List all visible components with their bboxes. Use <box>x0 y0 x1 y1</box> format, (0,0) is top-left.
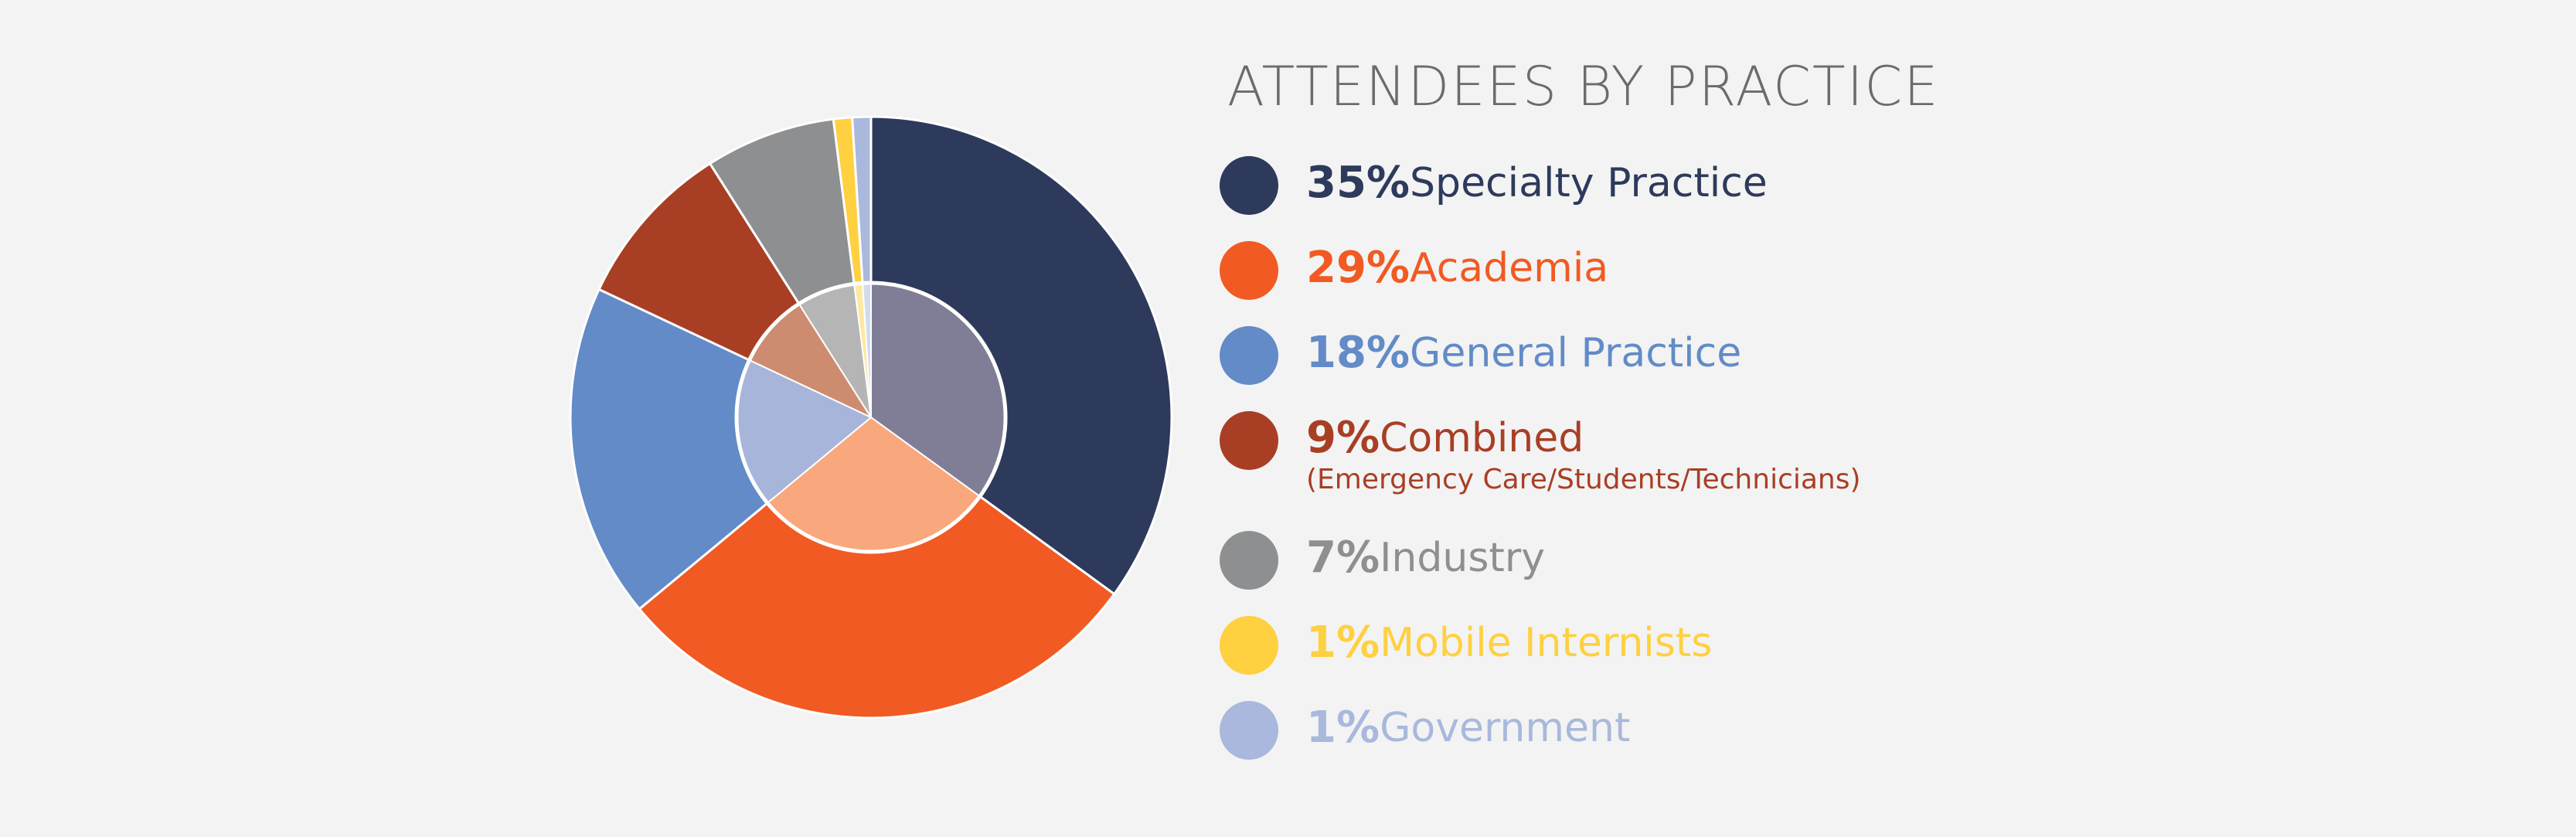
legend-value: 9% <box>1306 413 1380 463</box>
legend-entry: 7%Industry <box>1306 532 1545 583</box>
legend-value: 18% <box>1306 328 1410 378</box>
legend-note: (Emergency Care/Students/Technicians) <box>1306 464 1861 495</box>
legend-swatch <box>1220 241 1278 300</box>
legend-value: 7% <box>1306 532 1380 583</box>
legend-label: Industry <box>1380 535 1545 581</box>
legend-label: General Practice <box>1410 330 1741 376</box>
legend-value: 35% <box>1306 158 1410 208</box>
pie-slice <box>869 115 1173 596</box>
legend-label: Academia <box>1410 245 1608 291</box>
legend-value: 29% <box>1306 243 1410 293</box>
legend-swatch <box>1220 156 1278 215</box>
chart-title: ATTENDEES BY PRACTICE <box>1227 55 1939 118</box>
legend-entry: 35%Specialty Practice <box>1306 158 1768 208</box>
legend-swatch <box>1220 411 1278 470</box>
legend-label: Mobile Internists <box>1380 620 1712 666</box>
inner-ring <box>734 281 1008 554</box>
legend-entry: 29%Academia <box>1306 243 1608 293</box>
legend-value: 1% <box>1306 703 1380 753</box>
pie-slice <box>569 288 873 611</box>
legend-entry: 1%Government <box>1306 703 1630 753</box>
legend-label: Specialty Practice <box>1410 160 1768 206</box>
legend-swatch <box>1220 531 1278 590</box>
legend-entry: 9%Combined <box>1306 413 1584 463</box>
legend-label: Combined <box>1380 415 1584 461</box>
legend-swatch <box>1220 701 1278 760</box>
legend-label: Government <box>1380 705 1630 751</box>
legend-swatch <box>1220 616 1278 675</box>
pie-slice <box>638 416 1116 720</box>
legend-entry: 1%Mobile Internists <box>1306 618 1712 668</box>
legend-value: 1% <box>1306 618 1380 668</box>
legend-swatch <box>1220 326 1278 385</box>
legend-entry: 18%General Practice <box>1306 328 1741 378</box>
